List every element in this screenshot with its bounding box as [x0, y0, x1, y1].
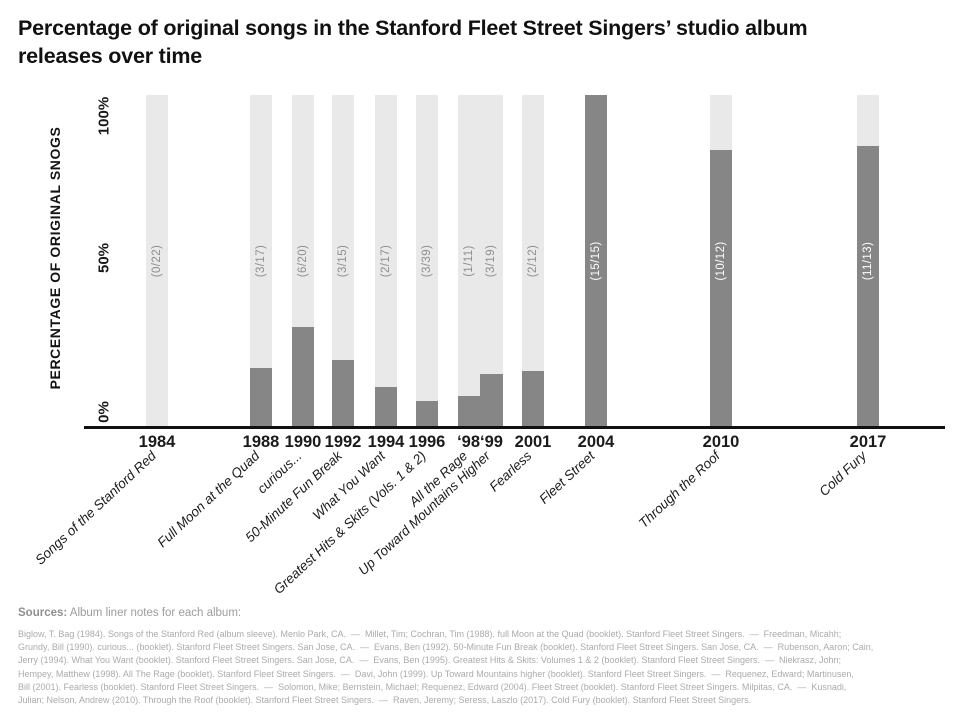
fraction-label: (6/20) — [297, 244, 309, 277]
fraction-label: (10/12) — [715, 240, 727, 281]
bar-fill-all-the-rage — [457, 395, 480, 426]
x-tick-year: ‘98‘99 — [457, 433, 503, 451]
x-axis-line — [84, 426, 945, 429]
fraction-label: (2/17) — [380, 244, 392, 277]
citation-line: Jerry (1994). What You Want (booklet). S… — [18, 655, 842, 666]
bar-track-2010: (10/12) — [710, 95, 732, 426]
x-tick-year: 1984 — [138, 433, 176, 451]
album-label: Through the Roof — [635, 448, 723, 531]
sources-label: Sources: — [18, 607, 68, 619]
x-tick-year: 1990 — [284, 433, 322, 451]
bar-fill-up-toward-mountains-higher — [480, 373, 503, 426]
bar-track-1984: (0/22) — [146, 95, 168, 426]
x-tick-year: 2001 — [514, 433, 552, 451]
x-tick-year: 1994 — [367, 433, 405, 451]
y-tick-100: 100% — [95, 96, 113, 136]
fraction-label: (1/11) — [462, 244, 475, 277]
bar-track-1992: (3/15) — [332, 95, 354, 426]
y-tick-0: 0% — [95, 401, 113, 423]
bar-track-2004: (15/15) — [585, 95, 607, 426]
fraction-label: (3/19) — [485, 244, 498, 277]
citation-line: Biglow, T. Bag (1984). Songs of the Stan… — [18, 629, 842, 639]
fraction-label: (15/15) — [590, 240, 602, 281]
album-label: Songs of the Stanford Red — [32, 448, 159, 568]
bar-fill-what-you-want — [375, 386, 397, 426]
chart-title: Percentage of original songs in the Stan… — [18, 16, 808, 69]
bar-track-2001: (2/12) — [522, 95, 544, 426]
album-label: Fearless — [486, 448, 535, 495]
bar-fill-full-moon-at-the-quad — [250, 367, 272, 426]
bar-track-1996: (3/39) — [416, 95, 438, 426]
citation-line: Julian; Nelson, Andrew (2010). Through t… — [18, 695, 752, 706]
bar-fill-greatest-hits-skits-vols-1-2- — [416, 400, 438, 426]
bar-track-‘98‘99: (1/11) (3/19) — [457, 95, 503, 426]
bar-track-1990: (6/20) — [292, 95, 314, 426]
bar-fill-curious- — [292, 326, 314, 426]
sources-intro: Album liner notes for each album: — [67, 607, 242, 619]
bar-track-2017: (11/13) — [857, 95, 879, 426]
x-tick-year: 2010 — [702, 433, 740, 451]
fraction-label: (2/12) — [527, 244, 539, 277]
album-label: Fleet Street — [536, 448, 598, 507]
citation-line: Hempey, Matthew (1998). All The Rage (bo… — [18, 668, 854, 679]
citation-line: Grundy, Bill (1990). curious... (booklet… — [18, 642, 874, 653]
bar-track-1988: (3/17) — [250, 95, 272, 426]
sources-line: Sources: Album liner notes for each albu… — [18, 607, 241, 619]
fraction-label: (11/13) — [862, 241, 874, 280]
album-label: Cold Fury — [816, 448, 870, 500]
fraction-label: (0/22) — [151, 244, 163, 277]
bar-fill-50-minute-fun-break — [332, 359, 354, 426]
bar-fill-fleet-street — [585, 95, 607, 426]
y-axis-label: PERCENTAGE OF ORIGINAL SNOGS — [47, 126, 63, 390]
x-tick-year: 2004 — [577, 433, 615, 451]
x-tick-year: 1996 — [408, 433, 446, 451]
y-tick-50: 50% — [95, 242, 113, 274]
citation-line: Bill (2001). Fearless (booklet). Stanfor… — [18, 681, 847, 692]
bar-track-1994: (2/17) — [375, 95, 397, 426]
fraction-label: (3/15) — [337, 244, 349, 277]
x-tick-year: 1988 — [242, 433, 280, 451]
bar-fill-fearless — [522, 370, 544, 426]
x-tick-year: 2017 — [849, 433, 887, 451]
citations-block: Biglow, T. Bag (1984). Songs of the Stan… — [18, 628, 873, 707]
fraction-label: (3/39) — [421, 244, 433, 277]
bar-fill-through-the-roof — [710, 150, 732, 426]
bar-fill-cold-fury — [857, 145, 879, 426]
x-tick-year: 1992 — [324, 433, 362, 451]
fraction-label: (3/17) — [255, 244, 267, 277]
